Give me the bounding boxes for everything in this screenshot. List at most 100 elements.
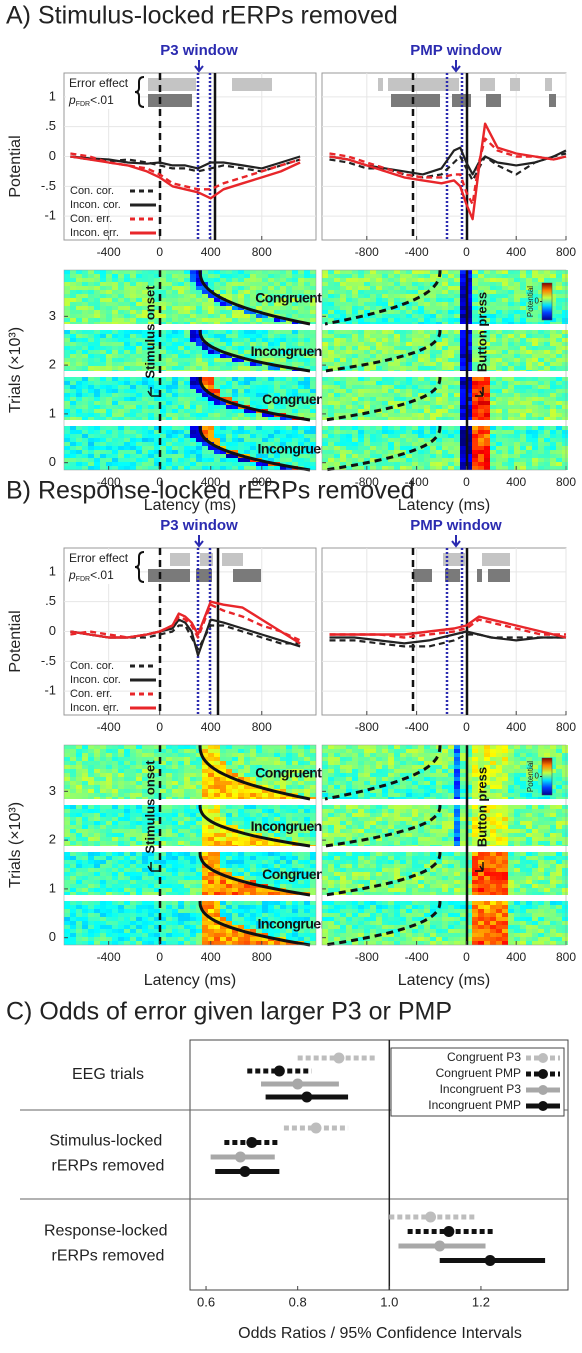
heatmap-texture <box>298 793 304 797</box>
heatmap-texture <box>502 294 508 298</box>
heatmap-texture <box>76 785 82 789</box>
heatmap-texture <box>130 773 136 777</box>
heatmap-texture <box>232 318 238 322</box>
heatmap-texture <box>160 765 166 769</box>
heatmap-texture <box>514 346 520 350</box>
heatmap-texture <box>466 370 472 371</box>
heatmap-texture <box>178 434 184 438</box>
heatmap-texture <box>190 745 196 749</box>
heatmap-texture <box>136 434 142 438</box>
heatmap-texture <box>388 342 394 346</box>
heatmap-texture <box>112 401 118 405</box>
heatmap-texture <box>250 781 256 785</box>
heatmap-texture <box>490 426 496 430</box>
heatmap-texture <box>220 466 226 470</box>
heatmap-texture <box>514 362 520 366</box>
heatmap-texture <box>430 278 436 282</box>
heatmap-texture <box>304 377 310 381</box>
heatmap-texture <box>136 350 142 354</box>
heatmap-texture <box>94 290 100 294</box>
heatmap-texture <box>322 274 328 278</box>
heatmap-texture <box>394 409 400 413</box>
heatmap-texture <box>418 438 424 442</box>
heatmap-texture <box>142 350 148 354</box>
heatmap-texture <box>178 366 184 370</box>
heatmap-texture <box>466 442 472 446</box>
heatmap-texture <box>226 381 232 385</box>
heatmap-texture <box>526 389 532 393</box>
heatmap-texture <box>310 334 316 338</box>
heatmap-texture <box>520 389 526 393</box>
heatmap-texture <box>430 322 436 324</box>
heatmap-texture <box>202 817 208 821</box>
heatmap-texture <box>226 777 232 781</box>
heatmap-texture <box>112 809 118 813</box>
heatmap-texture <box>82 310 88 314</box>
heatmap-texture <box>514 393 520 397</box>
heatmap-texture <box>202 805 208 809</box>
heatmap-texture <box>70 825 76 829</box>
heatmap-texture <box>172 413 178 417</box>
heatmap-texture <box>472 282 478 286</box>
heatmap-texture <box>286 809 292 813</box>
heatmap-texture <box>250 426 256 430</box>
heatmap-texture <box>418 278 424 282</box>
heatmap-texture <box>178 777 184 781</box>
heatmap-texture <box>160 318 166 322</box>
heatmap-texture <box>226 290 232 294</box>
heatmap-texture <box>304 785 310 789</box>
heatmap-texture <box>214 377 220 381</box>
heatmap-texture <box>76 302 82 306</box>
heatmap-texture <box>232 366 238 370</box>
heatmap-texture <box>544 442 550 446</box>
heatmap-texture <box>154 434 160 438</box>
heatmap-texture <box>364 282 370 286</box>
heatmap-texture <box>286 377 292 381</box>
heatmap-texture <box>394 334 400 338</box>
heatmap-texture <box>388 381 394 385</box>
heatmap-texture <box>286 753 292 757</box>
heatmap-texture <box>154 370 160 371</box>
effect-label: Error effect <box>69 76 129 90</box>
heatmap-texture <box>334 446 340 450</box>
heatmap-texture <box>472 306 478 310</box>
heatmap-texture <box>532 413 538 417</box>
heatmap-texture <box>370 393 376 397</box>
x-tick-label: 0 <box>156 720 163 734</box>
heatmap-texture <box>268 409 274 413</box>
heatmap-texture <box>478 338 484 342</box>
heatmap-texture <box>502 381 508 385</box>
heatmap-texture <box>424 338 430 342</box>
heatmap-texture <box>118 270 124 274</box>
heatmap-texture <box>232 397 238 401</box>
heatmap-texture <box>82 442 88 446</box>
heatmap-texture <box>292 401 298 405</box>
heatmap-texture <box>400 466 406 470</box>
heatmap-texture <box>520 393 526 397</box>
heatmap-texture <box>484 438 490 442</box>
heatmap-texture <box>304 765 310 769</box>
heatmap-texture <box>136 362 142 366</box>
heatmap-texture <box>502 330 508 334</box>
heatmap-texture <box>256 773 262 777</box>
heatmap-texture <box>280 765 286 769</box>
heatmap-texture <box>376 290 382 294</box>
heatmap-texture <box>100 761 106 765</box>
heatmap-texture <box>562 314 568 318</box>
heatmap-texture <box>286 825 292 829</box>
heatmap-texture <box>100 286 106 290</box>
heatmap-texture <box>472 462 478 466</box>
heatmap-texture <box>82 466 88 470</box>
heatmap-texture <box>214 286 220 290</box>
heatmap-texture <box>190 821 196 825</box>
heatmap-texture <box>184 397 190 401</box>
heatmap-texture <box>268 370 274 371</box>
heatmap-texture <box>226 318 232 322</box>
heatmap-texture <box>268 745 274 749</box>
heatmap-texture <box>124 753 130 757</box>
heatmap-texture <box>346 466 352 470</box>
heatmap-texture <box>106 397 112 401</box>
heatmap-texture <box>268 797 274 799</box>
heatmap-texture <box>520 454 526 458</box>
heatmap-texture <box>76 430 82 434</box>
